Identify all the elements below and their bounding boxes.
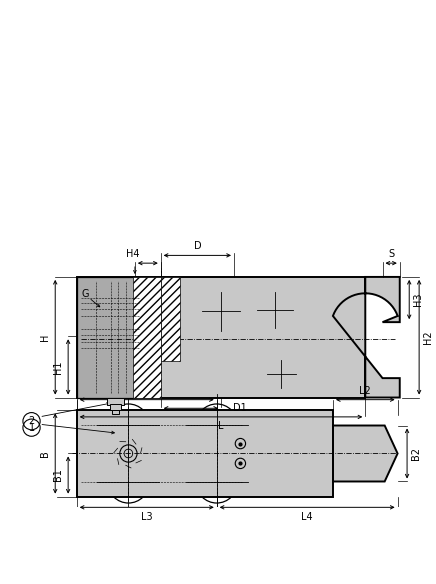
Text: H1: H1 bbox=[53, 360, 63, 374]
Text: L: L bbox=[218, 421, 224, 431]
Text: 1: 1 bbox=[28, 423, 34, 433]
Polygon shape bbox=[333, 277, 400, 398]
Polygon shape bbox=[333, 426, 398, 481]
Text: H2: H2 bbox=[422, 331, 433, 344]
Text: H3: H3 bbox=[412, 293, 422, 306]
Bar bbox=[110, 404, 121, 411]
Bar bbox=[77, 277, 365, 398]
Text: B: B bbox=[40, 450, 50, 457]
Text: D1: D1 bbox=[233, 404, 247, 413]
Text: G: G bbox=[82, 289, 89, 299]
Text: 2: 2 bbox=[28, 416, 34, 426]
Text: L1: L1 bbox=[141, 386, 153, 396]
Text: L2: L2 bbox=[359, 386, 371, 396]
Text: S: S bbox=[388, 249, 394, 259]
Text: H: H bbox=[40, 333, 50, 341]
Text: H4: H4 bbox=[126, 249, 140, 259]
Text: B1: B1 bbox=[53, 468, 63, 481]
Bar bbox=[107, 398, 124, 405]
Bar bbox=[161, 277, 180, 361]
Text: L3: L3 bbox=[141, 512, 153, 522]
Text: L4: L4 bbox=[301, 512, 313, 522]
Bar bbox=[112, 409, 119, 414]
Bar bbox=[77, 411, 333, 496]
Bar bbox=[133, 277, 161, 398]
Text: D: D bbox=[194, 241, 201, 251]
Bar bbox=[77, 277, 141, 398]
Text: B2: B2 bbox=[412, 447, 421, 460]
